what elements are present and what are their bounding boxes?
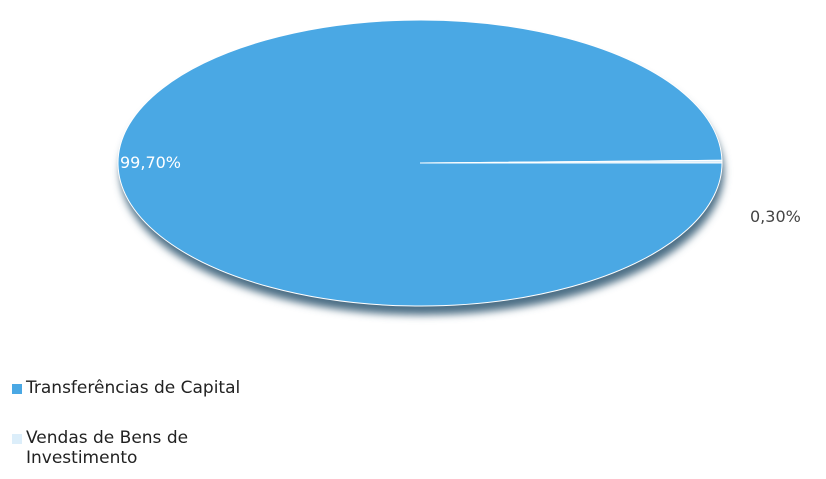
legend-swatch xyxy=(12,384,22,394)
data-label: 99,70% xyxy=(120,153,181,172)
data-label: 0,30% xyxy=(750,207,801,226)
legend-item: Vendas de Bens de Investimento xyxy=(12,428,242,468)
legend-label: Vendas de Bens de Investimento xyxy=(26,428,189,468)
legend-item: Transferências de Capital xyxy=(12,378,242,398)
pie-slice xyxy=(419,159,723,164)
legend-label: Transferências de Capital xyxy=(26,378,241,398)
legend-swatch xyxy=(12,434,22,444)
